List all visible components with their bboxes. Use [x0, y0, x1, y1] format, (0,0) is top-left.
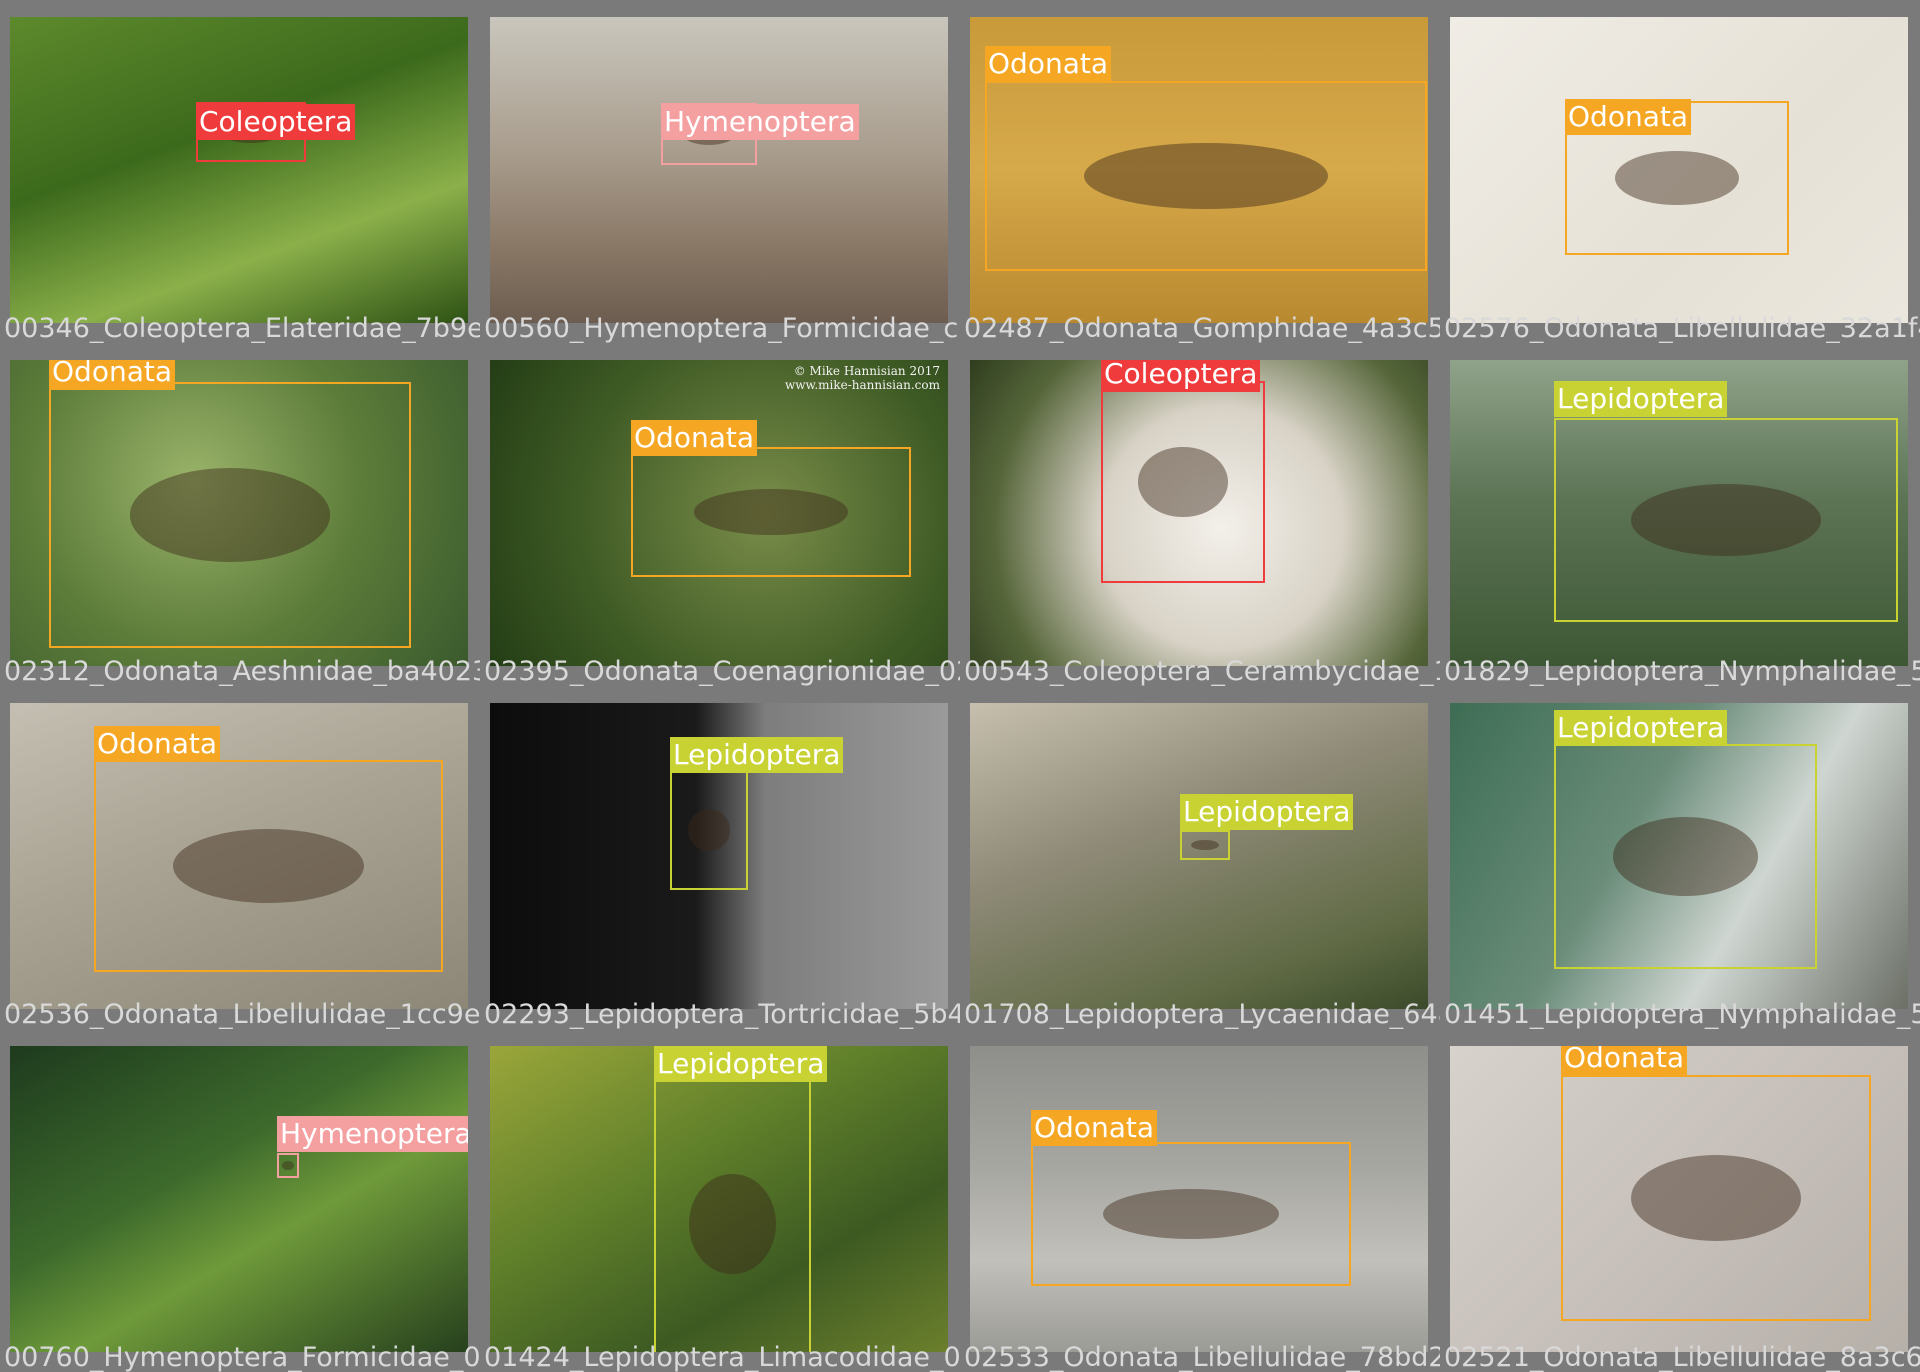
image-tile[interactable]: Hymenoptera 00560_Hymenoptera_Formicidae_…	[480, 0, 960, 343]
class-label: Odonata	[985, 46, 1111, 82]
butterfly-photo: Lepidoptera	[1450, 360, 1908, 666]
image-tile[interactable]: Lepidoptera 01829_Lepidoptera_Nymphalidae…	[1440, 343, 1920, 686]
bounding-box	[654, 1080, 811, 1352]
class-label: Coleoptera	[1101, 360, 1261, 392]
dragonfly-photo: Odonata	[970, 17, 1428, 323]
insect-shape	[130, 468, 330, 562]
class-label: Lepidoptera	[1554, 710, 1728, 746]
butterfly-photo: Lepidoptera	[970, 703, 1428, 1009]
moth-photo: Lepidoptera	[490, 1046, 948, 1352]
image-tile[interactable]: Odonata02536_Odonata_Libellulidae_1cc9e2…	[0, 686, 480, 1029]
image-tile[interactable]: Odonata © Mike Hannisian 2017 www.mike-ha…	[480, 343, 960, 686]
class-label: Lepidoptera	[670, 737, 844, 773]
beetle-photo: Coleoptera	[10, 17, 468, 323]
class-label: Lepidoptera	[1180, 794, 1354, 830]
class-label: Hymenoptera	[277, 1116, 468, 1152]
dragonfly-photo: Odonata	[970, 1046, 1428, 1352]
moth-photo: Lepidoptera	[490, 703, 948, 1009]
bounding-box	[1101, 381, 1265, 583]
ant-photo: Hymenoptera	[10, 1046, 468, 1352]
class-label: Hymenoptera	[661, 104, 859, 140]
dragonfly-photo: Odonata	[1450, 1046, 1908, 1352]
dragonfly-photo: Odonata	[10, 360, 468, 666]
bounding-box	[94, 760, 443, 972]
insect-shape	[281, 1161, 295, 1170]
insect-shape	[172, 828, 365, 904]
class-label: Odonata	[49, 360, 175, 390]
longhorn-beetle-photo: Coleoptera	[970, 360, 1428, 666]
dragonfly-photo: Odonata	[10, 703, 468, 1009]
bounding-box	[277, 1153, 299, 1178]
bounding-box	[1554, 744, 1817, 969]
insect-shape	[1103, 1188, 1279, 1240]
insect-shape	[1191, 839, 1219, 851]
image-tile[interactable]: Odonata02576_Odonata_Libellulidae_32a1f4…	[1440, 0, 1920, 343]
image-tile[interactable]: Odonata02487_Odonata_Gomphidae_4a3c5e7f.…	[960, 0, 1440, 343]
image-tile[interactable]: Lepidoptera 01451_Lepidoptera_Nymphalidae…	[1440, 686, 1920, 1029]
bounding-box	[1554, 418, 1898, 622]
bounding-box	[1180, 830, 1230, 860]
insect-shape	[694, 489, 848, 535]
image-tile[interactable]: Coleoptera 00346_Coleoptera_Elateridae_7b…	[0, 0, 480, 343]
insect-shape	[1137, 446, 1229, 518]
class-label: Odonata	[1561, 1046, 1687, 1076]
image-tile[interactable]: Lepidoptera 01708_Lepidoptera_Lycaenidae_…	[960, 686, 1440, 1029]
bounding-box	[670, 770, 748, 890]
bounding-box	[1561, 1075, 1871, 1321]
image-tile[interactable]: Odonata02533_Odonata_Libellulidae_78bd28…	[960, 1029, 1440, 1372]
insect-shape	[687, 809, 731, 851]
insect-shape	[1084, 142, 1328, 210]
class-label: Odonata	[94, 726, 220, 762]
class-label: Odonata	[631, 420, 757, 456]
insect-shape	[1613, 817, 1758, 896]
bounding-box	[49, 382, 411, 648]
class-label: Odonata	[1031, 1110, 1157, 1146]
image-tile[interactable]: Lepidoptera 02293_Lepidoptera_Tortricidae…	[480, 686, 960, 1029]
image-tile[interactable]: Hymenoptera 00760_Hymenoptera_Formicidae_…	[0, 1029, 480, 1372]
dragonfly-photo: Odonata	[1450, 17, 1908, 323]
image-tile[interactable]: Odonata02521_Odonata_Libellulidae_8a3c6e…	[1440, 1029, 1920, 1372]
ant-photo: Hymenoptera	[490, 17, 948, 323]
class-label: Lepidoptera	[654, 1046, 828, 1082]
bounding-box	[631, 447, 911, 577]
butterfly-photo: Lepidoptera	[1450, 703, 1908, 1009]
bounding-box	[1031, 1142, 1351, 1286]
insect-shape	[689, 1173, 776, 1275]
class-label: Lepidoptera	[1554, 381, 1728, 417]
insect-shape	[1631, 484, 1821, 556]
image-tile[interactable]: Odonata02312_Odonata_Aeshnidae_ba402395.…	[0, 343, 480, 686]
bounding-box	[985, 81, 1427, 271]
image-tile[interactable]: Coleoptera 00543_Coleoptera_Cerambycidae_…	[960, 343, 1440, 686]
class-label: Coleoptera	[196, 104, 356, 140]
insect-shape	[1630, 1154, 1802, 1242]
damselfly-photo: Odonata © Mike Hannisian 2017 www.mike-ha…	[490, 360, 948, 666]
watermark-text: © Mike Hannisian 2017 www.mike-hannisian…	[784, 364, 940, 392]
class-label: Odonata	[1565, 99, 1691, 135]
image-tile[interactable]: Lepidoptera 01424_Lepidoptera_Limacodidae…	[480, 1029, 960, 1372]
insect-shape	[1615, 151, 1739, 205]
